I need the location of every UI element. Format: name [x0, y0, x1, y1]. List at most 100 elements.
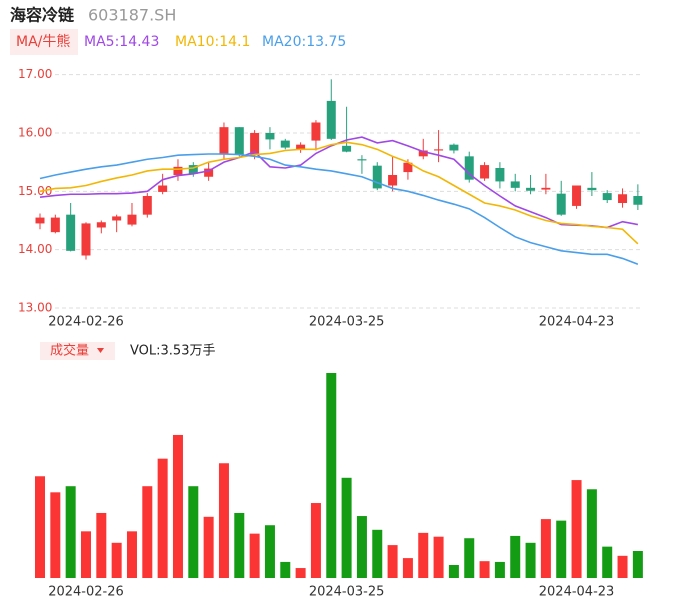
volume-bar: [433, 536, 444, 578]
y-tick-label: 16.00: [18, 126, 52, 140]
candle-body: [418, 150, 428, 157]
candle-body: [480, 165, 490, 179]
x-tick-label: 2024-04-23: [539, 315, 615, 330]
candle-body: [434, 149, 444, 151]
candle-body: [296, 144, 306, 150]
volume-bar: [326, 373, 337, 578]
y-tick-label: 13.00: [18, 301, 52, 315]
volume-bar: [111, 542, 122, 578]
stock-code: 603187.SH: [88, 6, 176, 25]
volume-bar: [280, 561, 291, 578]
candle-body: [357, 159, 367, 161]
volume-bar: [172, 434, 183, 578]
candle-body: [326, 100, 336, 139]
candle-body: [403, 162, 413, 173]
candle-body: [142, 196, 152, 215]
candle-body: [234, 127, 244, 155]
volume-title[interactable]: 成交量: [50, 343, 89, 359]
candle-body: [572, 185, 582, 206]
volume-bar: [50, 492, 61, 578]
dropdown-arrow[interactable]: [97, 348, 104, 353]
candle-body: [219, 127, 229, 155]
candle-body: [602, 193, 612, 201]
volume-bar: [387, 545, 398, 578]
candle-body: [633, 196, 643, 205]
candle-body: [35, 217, 45, 224]
x-tick-label: 2024-03-25: [309, 315, 385, 330]
volume-bar: [157, 458, 168, 578]
volume-bar: [356, 516, 367, 578]
x-tick-label: 2024-04-23: [539, 585, 615, 600]
candle-body: [541, 187, 551, 190]
candle-body: [81, 223, 91, 256]
volume-bar: [341, 477, 352, 578]
volume-bar: [632, 550, 643, 578]
candle-body: [127, 214, 137, 225]
volume-bar: [540, 519, 551, 578]
y-tick-label: 17.00: [18, 67, 52, 81]
candle-body: [342, 145, 352, 152]
candle-body: [158, 185, 168, 192]
candle-body: [66, 214, 76, 251]
volume-bar: [310, 503, 321, 578]
candle-body: [388, 175, 398, 186]
stock-name: 海容冷链: [10, 6, 75, 25]
legend-badge[interactable]: [10, 29, 78, 55]
candle-body: [510, 181, 520, 188]
candle-body: [112, 216, 122, 221]
candle-body: [96, 222, 106, 228]
volume-subtitle: VOL:3.53万手: [130, 344, 215, 359]
volume-bar: [418, 532, 429, 578]
x-tick-label: 2024-02-26: [48, 315, 124, 330]
volume-bar: [556, 520, 567, 578]
candle-body: [618, 194, 628, 203]
volume-bar: [234, 512, 245, 578]
candle-body: [526, 187, 536, 191]
volume-bar: [264, 525, 275, 578]
volume-bar: [525, 542, 536, 578]
ma-line: [39, 141, 639, 245]
volume-badge[interactable]: [40, 342, 115, 360]
candle-body: [587, 187, 597, 191]
volume-bar: [126, 531, 137, 578]
volume-bar: [218, 463, 229, 578]
ma-line: [39, 153, 639, 265]
candle-body: [449, 144, 459, 151]
volume-bar: [96, 512, 107, 578]
volume-bar: [448, 564, 459, 578]
y-tick-label: 15.00: [18, 184, 52, 198]
candle-body: [372, 165, 382, 189]
volume-bar: [510, 535, 521, 578]
volume-bar: [80, 531, 91, 578]
volume-bar: [35, 476, 45, 578]
volume-bar: [402, 558, 413, 578]
candle-body: [204, 168, 214, 177]
candle-body: [311, 122, 321, 141]
legend-label[interactable]: MA/牛熊: [16, 34, 70, 50]
volume-bar: [203, 516, 214, 578]
volume-bar: [65, 486, 76, 578]
x-tick-label: 2024-03-25: [309, 585, 385, 600]
volume-bar: [464, 538, 475, 578]
candle-body: [188, 165, 198, 174]
legend-entry: MA5:14.43: [84, 34, 159, 50]
volume-bar: [142, 486, 153, 578]
volume-bar: [586, 489, 597, 578]
candle-body: [556, 193, 566, 215]
legend-entry: MA20:13.75: [262, 34, 346, 50]
y-tick-label: 14.00: [18, 242, 52, 256]
x-tick-label: 2024-02-26: [48, 585, 124, 600]
volume-bar: [479, 561, 490, 578]
candle-body: [250, 133, 260, 155]
candle-body: [495, 168, 505, 182]
volume-bar: [295, 568, 306, 578]
volume-bar: [372, 529, 383, 578]
volume-bar: [249, 533, 260, 578]
candle-body: [50, 217, 60, 233]
candle-body: [464, 156, 474, 180]
ma-line: [39, 136, 639, 229]
volume-bar: [571, 480, 582, 578]
candle-body: [173, 166, 183, 175]
volume-bar: [188, 486, 199, 578]
